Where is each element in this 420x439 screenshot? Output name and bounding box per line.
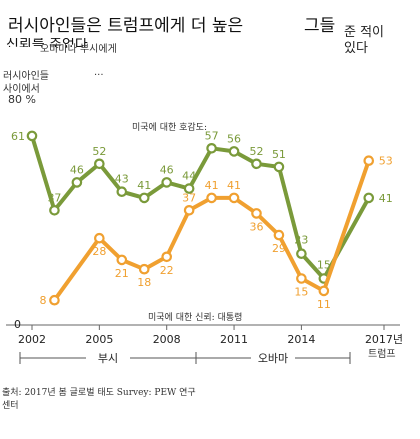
data-label: 41 — [227, 179, 241, 192]
series-group: 61 37 46 52 43 41 46 44 57 56 52 51 23 15 41 8 28 21 18 22 3… — [11, 129, 393, 311]
chart-title-line2: 신뢰를 주었다 — [6, 38, 88, 47]
data-label: 29 — [272, 242, 286, 255]
data-point — [183, 205, 195, 216]
data-label: 51 — [272, 148, 286, 161]
series-line-favorability — [30, 133, 371, 281]
data-label: 53 — [379, 155, 393, 168]
era-label: 부시 — [98, 352, 118, 365]
data-label: 46 — [160, 163, 174, 176]
legend-favorability: 미국에 대한 호감도: — [132, 123, 207, 133]
data-point — [206, 192, 217, 204]
data-label: 36 — [250, 220, 264, 233]
data-label: 11 — [317, 298, 331, 311]
data-label: 44 — [182, 170, 196, 183]
x-tick-label: 2002 — [18, 333, 46, 346]
data-point — [116, 254, 128, 266]
source-line1: 출처: 2017년 봄 글로벌 태도 Survey: PEW 연구 — [2, 388, 196, 398]
x-tick-label: 2014 — [287, 333, 315, 346]
data-label: 37 — [47, 191, 61, 204]
data-label: 8 — [39, 294, 46, 307]
subtitle-ellipsis: ... — [94, 67, 104, 78]
data-label: 23 — [294, 234, 308, 247]
chart-title-line1-right: 그들 — [304, 16, 336, 36]
data-label: 56 — [227, 132, 241, 145]
x-tick-label: 2005 — [85, 333, 113, 346]
data-point — [161, 251, 172, 263]
data-point — [228, 192, 240, 204]
x-tick-label: 2011 — [220, 333, 248, 346]
data-point — [183, 183, 195, 194]
data-label: 52 — [92, 145, 106, 158]
data-label: 18 — [137, 276, 151, 289]
data-point — [94, 158, 105, 170]
data-label: 61 — [11, 130, 25, 143]
data-label: 43 — [115, 173, 129, 186]
data-label: 46 — [70, 163, 84, 176]
data-label: 21 — [115, 267, 129, 280]
data-point — [161, 177, 172, 188]
data-point — [49, 294, 60, 306]
y-axis-max-label: 80 % — [8, 93, 36, 106]
x-tick-sublabel: 트럼프 — [368, 349, 396, 360]
x-ticks: 2002 2005 2008 2011 2014 2017년 — [18, 325, 403, 346]
data-point — [138, 192, 150, 204]
data-point — [363, 192, 375, 204]
data-point — [228, 146, 240, 157]
y-axis-zero-label: 0 — [14, 318, 21, 331]
chart-title-line1: 러시아인들은 트럼프에게 더 높은 — [8, 16, 244, 36]
chart-subtitle: 오바마나 부시에게 — [40, 44, 117, 55]
data-label: 15 — [317, 259, 331, 272]
data-point — [71, 177, 83, 188]
data-point — [49, 205, 60, 216]
data-point — [296, 248, 307, 259]
data-label: 22 — [160, 264, 174, 277]
chart-title-line2-right: 준 적이 — [344, 25, 385, 40]
data-point — [116, 186, 128, 197]
data-point — [296, 273, 307, 284]
data-label: 37 — [182, 191, 196, 204]
data-point — [26, 130, 38, 142]
y-axis-label-line1: 러시아인들 — [3, 71, 49, 82]
data-point — [251, 158, 262, 170]
era-brackets: 부시 오바마 — [19, 352, 351, 365]
y-axis-label-line2: 사이에서 — [3, 84, 40, 95]
data-label: 41 — [137, 179, 151, 192]
data-point — [273, 229, 285, 241]
data-point — [318, 285, 330, 297]
data-label: 28 — [92, 245, 106, 258]
data-point — [363, 155, 375, 166]
data-label: 52 — [250, 145, 264, 158]
data-label: 15 — [294, 286, 308, 299]
data-label: 41 — [205, 179, 219, 192]
source-line2: 센터 — [2, 401, 19, 411]
data-point — [206, 143, 217, 154]
data-label: 57 — [205, 129, 219, 142]
data-point — [273, 161, 285, 173]
data-point — [138, 263, 150, 275]
chart-title-line3-right: 있다 — [344, 41, 368, 56]
era-label: 오바마 — [258, 352, 288, 365]
data-point — [94, 232, 105, 244]
x-tick-label: 2008 — [153, 333, 181, 346]
legend-confidence: 미국에 대한 신뢰: 대통령 — [148, 313, 243, 323]
data-point — [251, 208, 262, 219]
x-tick-label: 2017년 — [365, 333, 403, 346]
data-label: 41 — [379, 192, 393, 205]
